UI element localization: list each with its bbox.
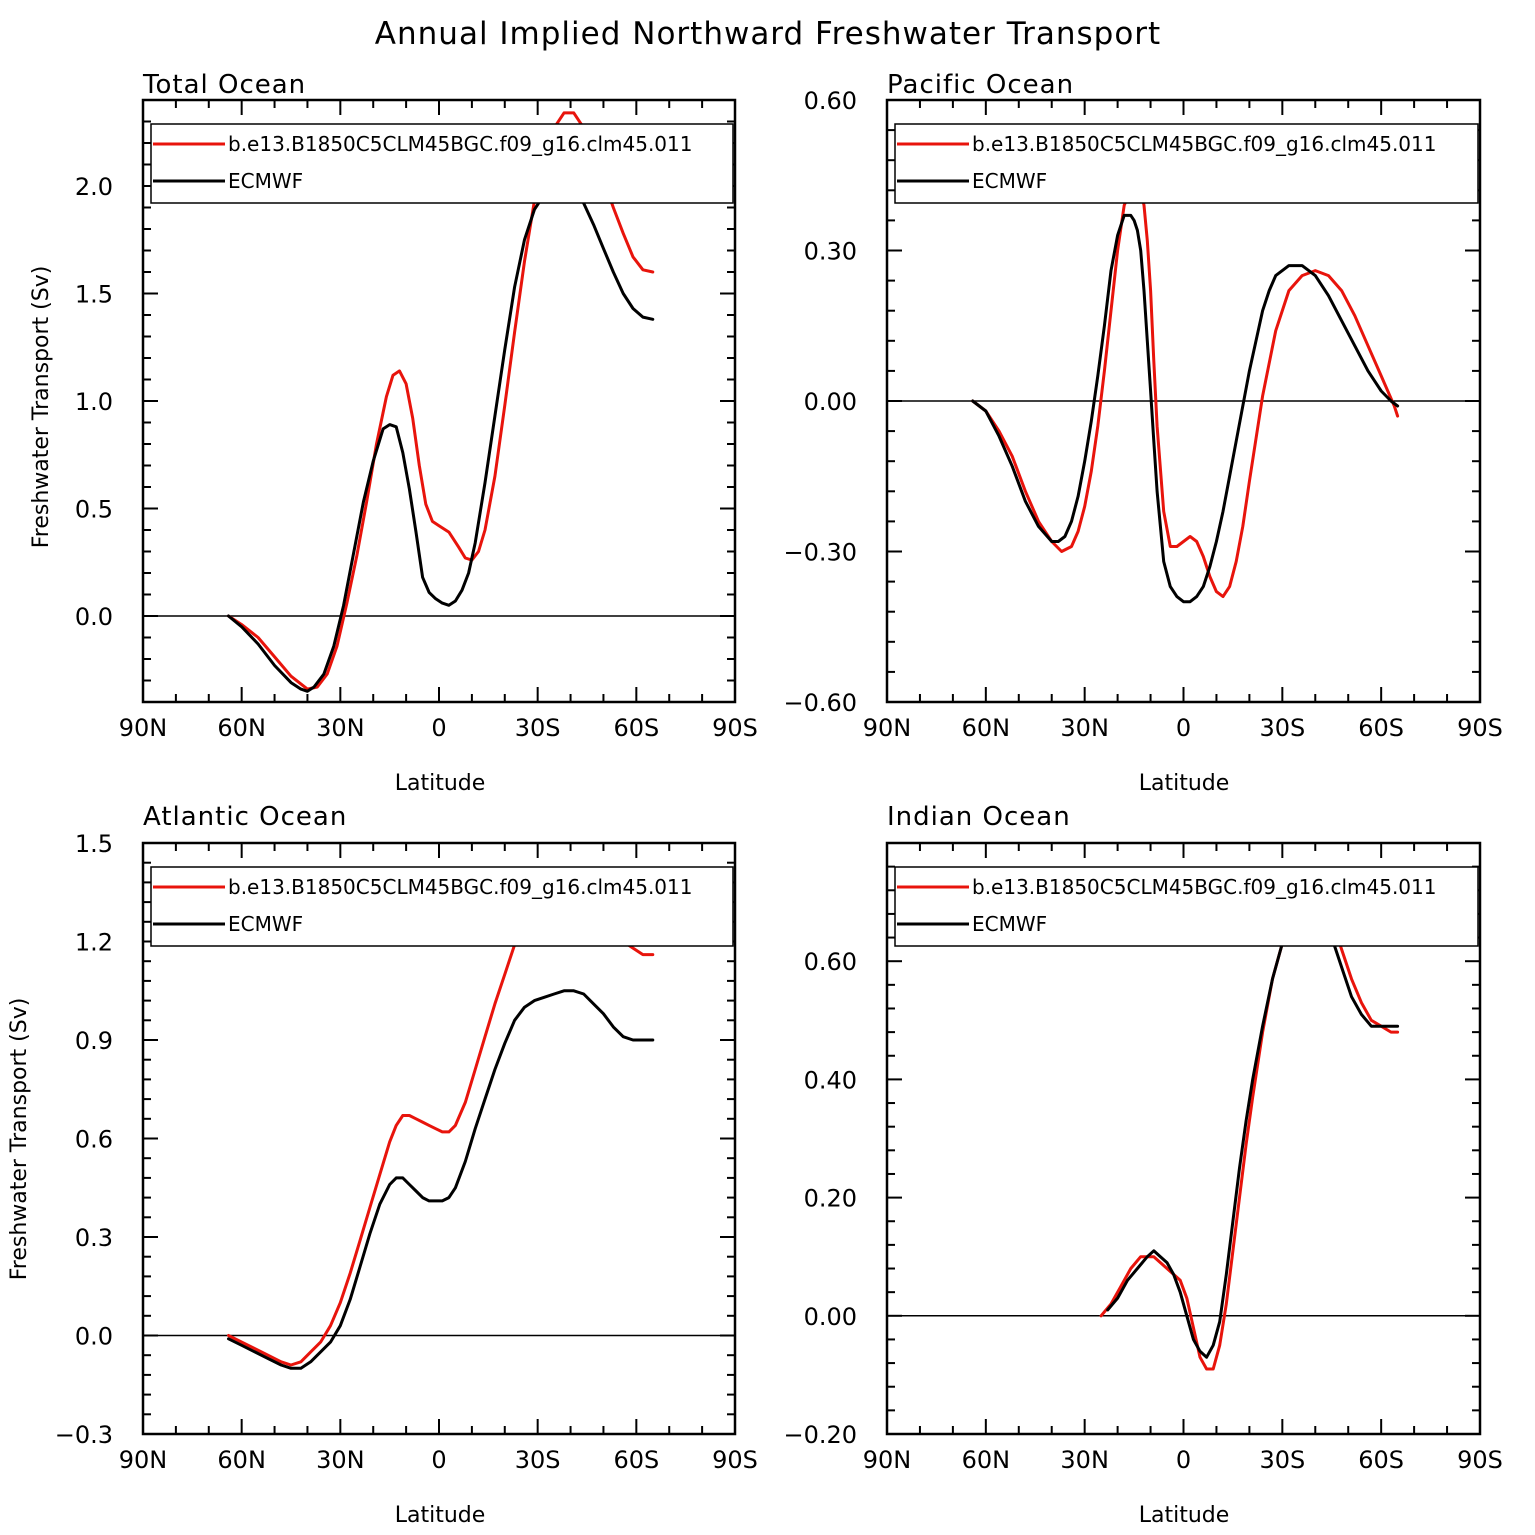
y-axis-label: Freshwater Transport (Sv) — [7, 998, 32, 1281]
legend-label: b.e13.B1850C5CLM45BGC.f09_g16.clm45.011 — [972, 132, 1436, 156]
legend-box — [150, 123, 734, 204]
plot-area: 90N 60N 30N 0 30S 60S 90S −0.3 0.0 0.3 0.6 0.9 1.2 1.… — [55, 830, 758, 1474]
x-tick-label: 90S — [712, 1446, 758, 1474]
x-tick-label: 30S — [515, 1446, 561, 1474]
x-tick-label: 30N — [1060, 714, 1109, 742]
legend-box — [894, 866, 1479, 947]
x-tick-label: 60N — [217, 714, 266, 742]
legend-label: b.e13.B1850C5CLM45BGC.f09_g16.clm45.011 — [972, 875, 1436, 899]
y-tick-label: 1.5 — [75, 281, 113, 309]
x-axis-label: Latitude — [395, 771, 486, 796]
x-tick-label: 90N — [863, 1446, 912, 1474]
legend: b.e13.B1850C5CLM45BGC.f09_g16.clm45.011 E… — [150, 123, 734, 204]
y-tick-label: 2.0 — [75, 173, 113, 201]
x-tick-label: 60S — [1358, 714, 1404, 742]
y-tick-label: 0.20 — [804, 1185, 857, 1213]
y-tick-label: 0.60 — [804, 948, 857, 976]
figure-title: Annual Implied Northward Freshwater Tran… — [375, 16, 1161, 52]
x-tick-label: 30S — [1259, 1446, 1305, 1474]
x-tick-label: 60S — [613, 1446, 659, 1474]
y-tick-label: 0.5 — [75, 496, 113, 524]
y-tick-label: −0.20 — [783, 1421, 857, 1449]
y-tick-label: 0.0 — [75, 1323, 113, 1351]
x-tick-label: 30N — [316, 714, 365, 742]
obs-series-line — [227, 989, 655, 1370]
legend-box — [150, 866, 734, 947]
legend-label: b.e13.B1850C5CLM45BGC.f09_g16.clm45.011 — [228, 132, 692, 156]
y-tick-label: 1.5 — [75, 830, 113, 858]
y-tick-label: −0.60 — [783, 689, 857, 717]
obs-series-line — [227, 182, 655, 693]
panel-title: Indian Ocean — [887, 802, 1071, 832]
panel-total-ocean: Total Ocean Latitude Freshwater Transpor… — [29, 70, 758, 796]
y-tick-label: 0.3 — [75, 1224, 113, 1252]
y-tick-label: −0.3 — [55, 1421, 113, 1449]
y-tick-label: 0.30 — [804, 238, 857, 266]
x-tick-label: 0 — [1176, 714, 1191, 742]
model-series-line — [1099, 888, 1400, 1371]
x-tick-label: 90N — [119, 1446, 168, 1474]
x-axis-label: Latitude — [1139, 771, 1230, 796]
model-series-line — [227, 887, 655, 1367]
x-tick-label: 0 — [431, 1446, 446, 1474]
legend: b.e13.B1850C5CLM45BGC.f09_g16.clm45.011 E… — [894, 866, 1479, 947]
legend-label: ECMWF — [972, 912, 1047, 936]
panel-indian-ocean: Indian Ocean Latitude 90N 60N 30N 0 30S 60S 90… — [783, 802, 1502, 1528]
panel-title: Total Ocean — [142, 70, 306, 100]
y-tick-label: 0.40 — [804, 1066, 857, 1094]
y-tick-label: 0.60 — [804, 87, 857, 115]
y-tick-label: −0.30 — [783, 539, 857, 567]
x-tick-label: 90N — [863, 714, 912, 742]
legend-box — [894, 123, 1479, 204]
panel-pacific-ocean: Pacific Ocean Latitude 90N 60N 30N 0 30S 60S 9… — [783, 70, 1502, 796]
y-tick-label: 0.0 — [75, 603, 113, 631]
legend: b.e13.B1850C5CLM45BGC.f09_g16.clm45.011 E… — [150, 866, 734, 947]
x-tick-label: 0 — [1176, 1446, 1191, 1474]
x-tick-label: 30N — [1060, 1446, 1109, 1474]
x-axis-label: Latitude — [395, 1503, 486, 1528]
x-tick-label: 60N — [962, 1446, 1011, 1474]
x-axis-label: Latitude — [1139, 1503, 1230, 1528]
x-tick-label: 60N — [962, 714, 1011, 742]
plot-area: 90N 60N 30N 0 30S 60S 90S 0.0 0.5 1.0 1.5 2.0 b.e13.… — [75, 98, 758, 742]
x-tick-label: 60S — [613, 714, 659, 742]
legend-label: ECMWF — [972, 169, 1047, 193]
panel-title: Pacific Ocean — [887, 70, 1074, 100]
model-series-line — [971, 183, 1400, 599]
y-tick-label: 0.6 — [75, 1126, 113, 1154]
x-tick-label: 60N — [217, 1446, 266, 1474]
y-tick-label: 1.2 — [75, 929, 113, 957]
y-tick-label: 0.00 — [804, 388, 857, 416]
x-tick-label: 0 — [431, 714, 446, 742]
x-tick-label: 90S — [1457, 714, 1503, 742]
obs-series-line — [971, 213, 1400, 604]
x-tick-label: 90N — [119, 714, 168, 742]
legend-label: ECMWF — [228, 912, 303, 936]
y-tick-label: 1.0 — [75, 388, 113, 416]
obs-series-line — [1106, 900, 1400, 1359]
legend-label: ECMWF — [228, 169, 303, 193]
panel-atlantic-ocean: Atlantic Ocean Latitude Freshwater Trans… — [7, 802, 758, 1528]
x-tick-label: 30S — [515, 714, 561, 742]
legend-label: b.e13.B1850C5CLM45BGC.f09_g16.clm45.011 — [228, 875, 692, 899]
y-tick-label: 0.00 — [804, 1303, 857, 1331]
y-axis-label: Freshwater Transport (Sv) — [29, 266, 54, 549]
panel-title: Atlantic Ocean — [143, 802, 347, 832]
x-tick-label: 90S — [1457, 1446, 1503, 1474]
x-tick-label: 30N — [316, 1446, 365, 1474]
x-tick-label: 60S — [1358, 1446, 1404, 1474]
y-tick-label: 0.9 — [75, 1027, 113, 1055]
plot-area: 90N 60N 30N 0 30S 60S 90S −0.60 −0.30 0.00 0.30 0.6… — [783, 87, 1502, 742]
legend: b.e13.B1850C5CLM45BGC.f09_g16.clm45.011 E… — [894, 123, 1479, 204]
x-tick-label: 30S — [1259, 714, 1305, 742]
model-series-line — [227, 111, 655, 691]
x-tick-label: 90S — [712, 714, 758, 742]
plot-area: 90N 60N 30N 0 30S 60S 90S −0.20 0.00 0.20 0.40 0.60… — [783, 841, 1503, 1474]
